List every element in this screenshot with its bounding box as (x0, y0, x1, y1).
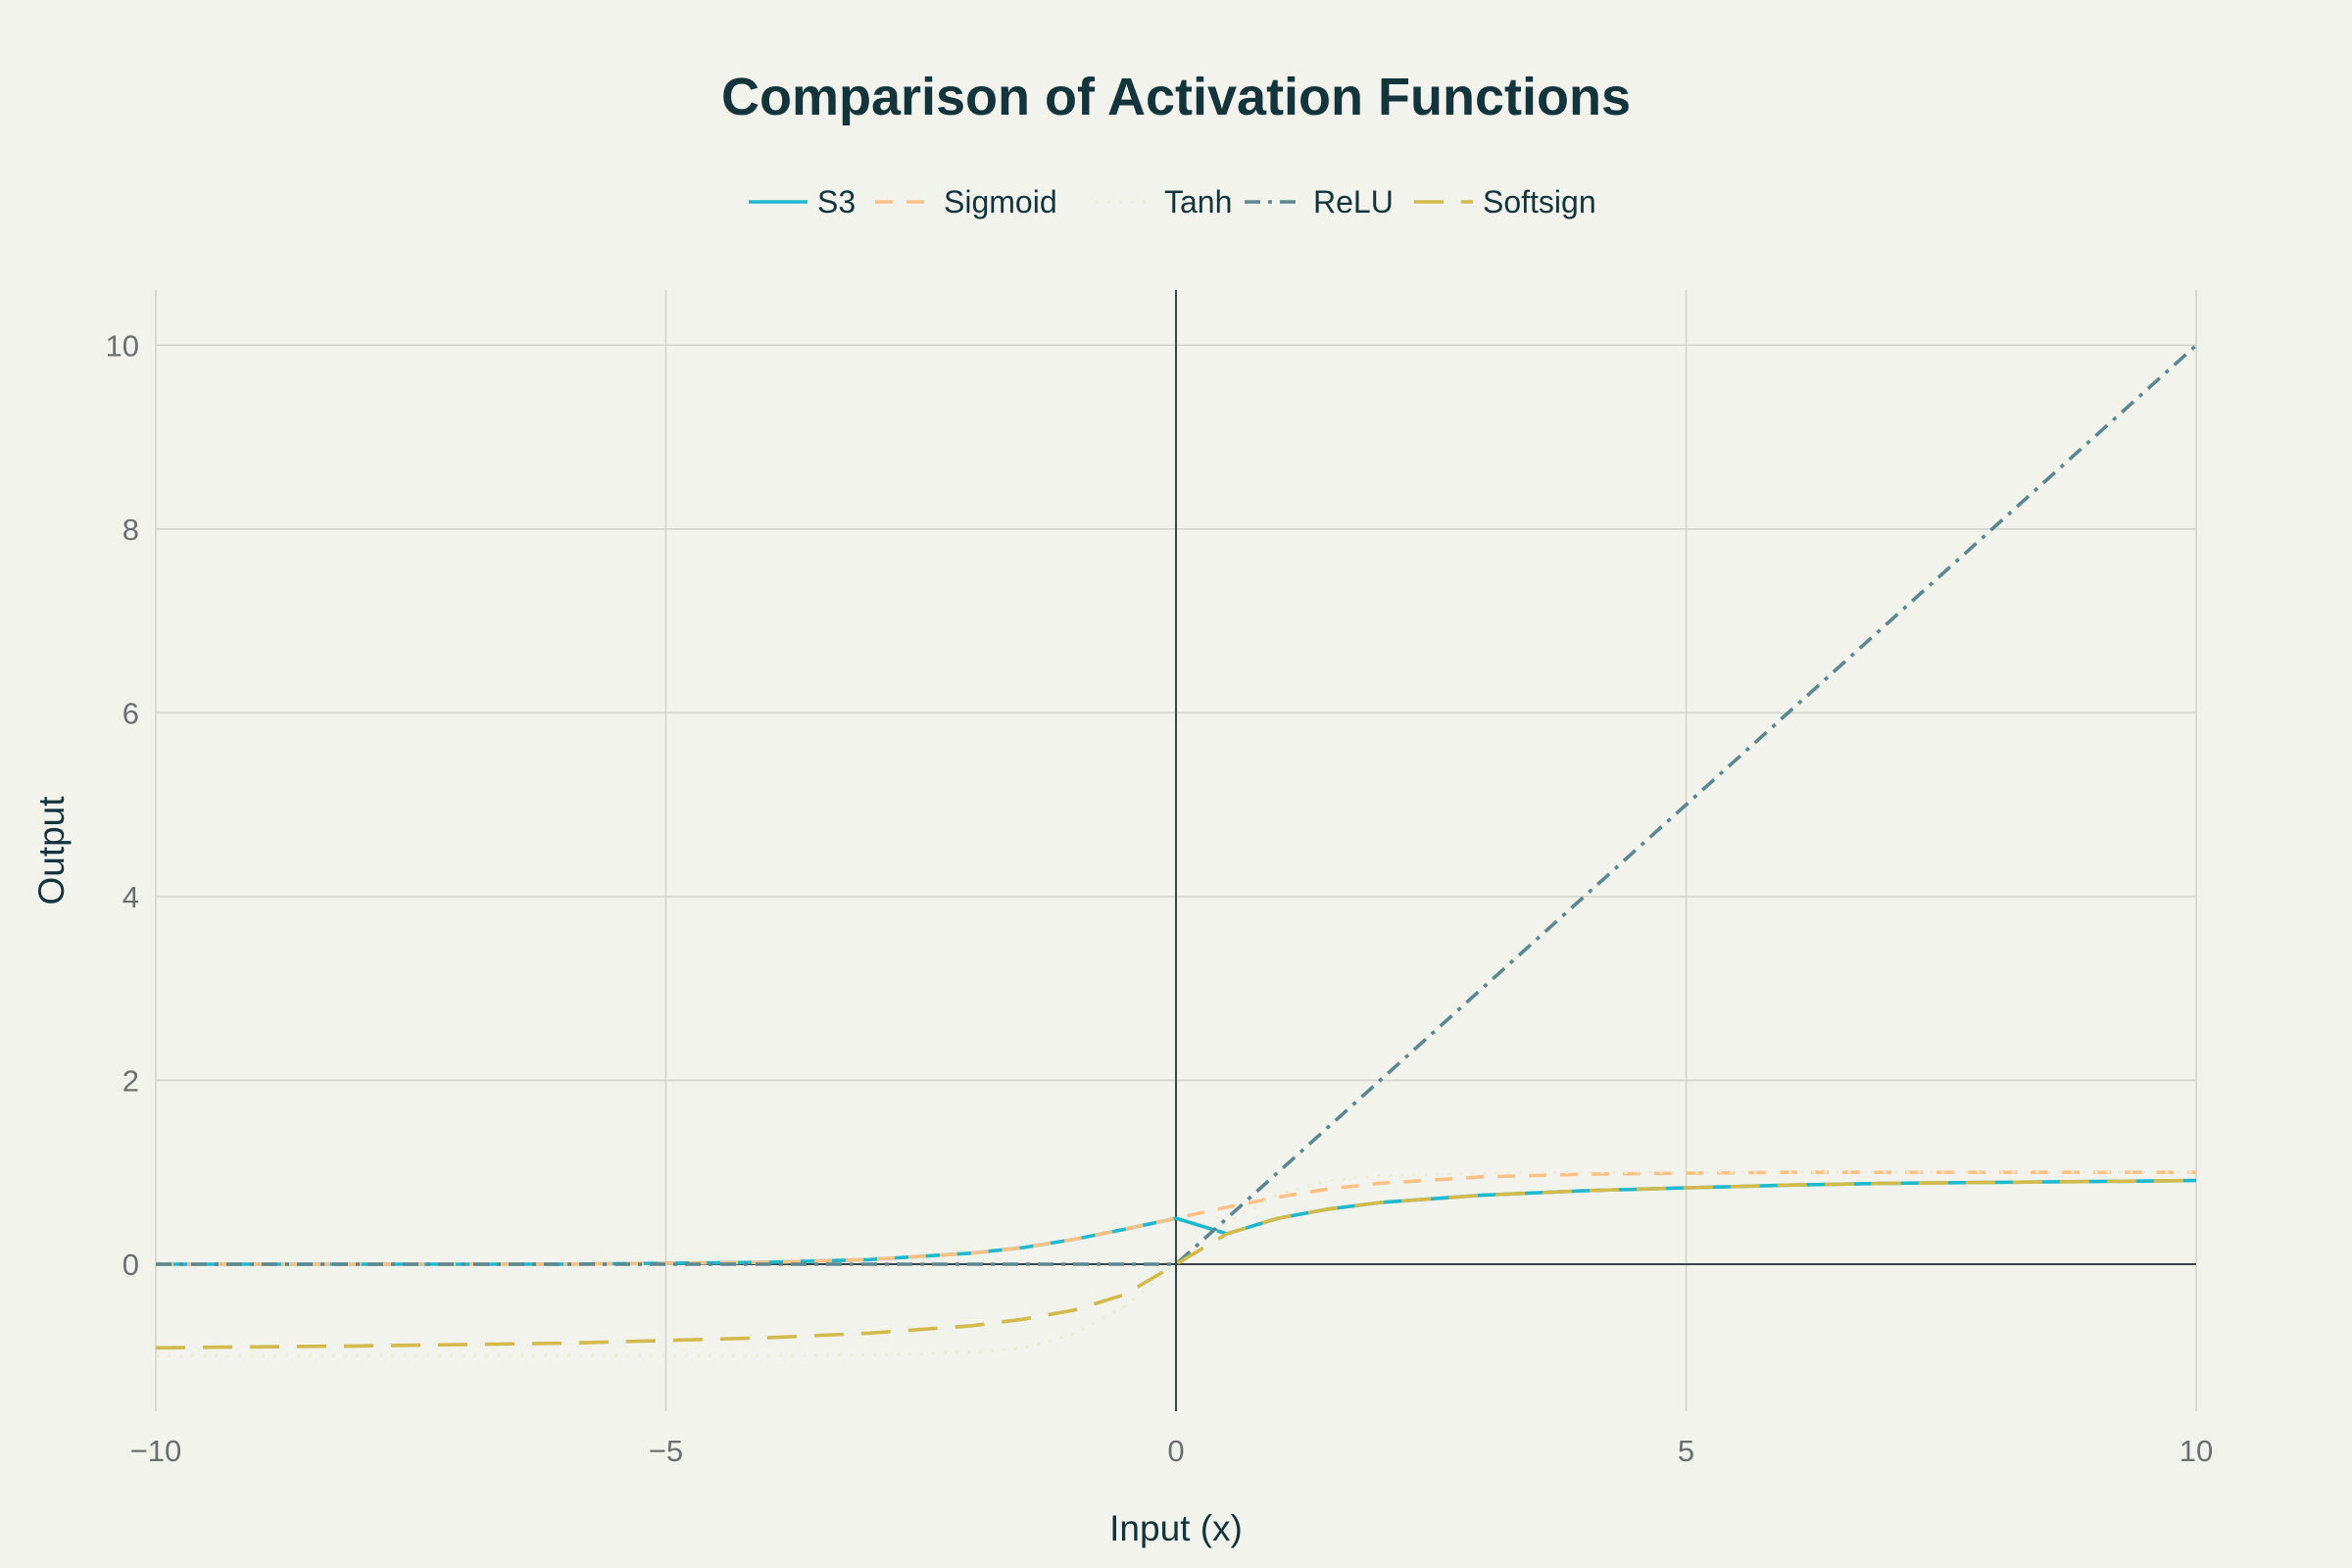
legend-label: Sigmoid (944, 184, 1057, 220)
series-line-softsign (155, 1178, 2197, 1350)
legend-label: Tanh (1164, 184, 1232, 220)
y-tick-label: 6 (122, 696, 139, 730)
legend-item-sigmoid[interactable]: Sigmoid (875, 184, 1057, 220)
y-tick-label: 10 (106, 328, 139, 363)
y-tick-label: 0 (122, 1248, 139, 1282)
legend-label: ReLU (1313, 184, 1394, 220)
chart-title: Comparison of Activation Functions (721, 68, 1631, 126)
series-line-sigmoid (156, 1170, 2196, 1266)
y-tick-label: 8 (122, 513, 139, 547)
legend-item-relu[interactable]: ReLU (1245, 184, 1394, 220)
y-tick-label: 2 (122, 1063, 139, 1098)
legend: S3 Sigmoid Tanh ReLU Softsign (749, 184, 1596, 220)
y-tick-label: 4 (122, 880, 139, 914)
tick-labels: 0 2 4 6 8 10 −10 −5 0 5 10 (106, 328, 2214, 1468)
x-tick-label: 10 (2180, 1434, 2213, 1468)
x-tick-label: 5 (1678, 1434, 1694, 1468)
legend-item-softsign[interactable]: Softsign (1414, 184, 1596, 220)
x-tick-label: −10 (130, 1434, 182, 1468)
x-tick-label: −5 (649, 1434, 683, 1468)
series-layer (155, 343, 2198, 1358)
legend-label: Softsign (1483, 184, 1596, 220)
x-tick-label: 0 (1167, 1434, 1184, 1468)
grid (155, 290, 2197, 1411)
y-axis-title: Output (31, 796, 72, 906)
legend-item-tanh[interactable]: Tanh (1096, 184, 1232, 220)
legend-label: S3 (817, 184, 856, 220)
legend-item-s3[interactable]: S3 (749, 184, 856, 220)
x-axis-title: Input (x) (1109, 1508, 1243, 1548)
